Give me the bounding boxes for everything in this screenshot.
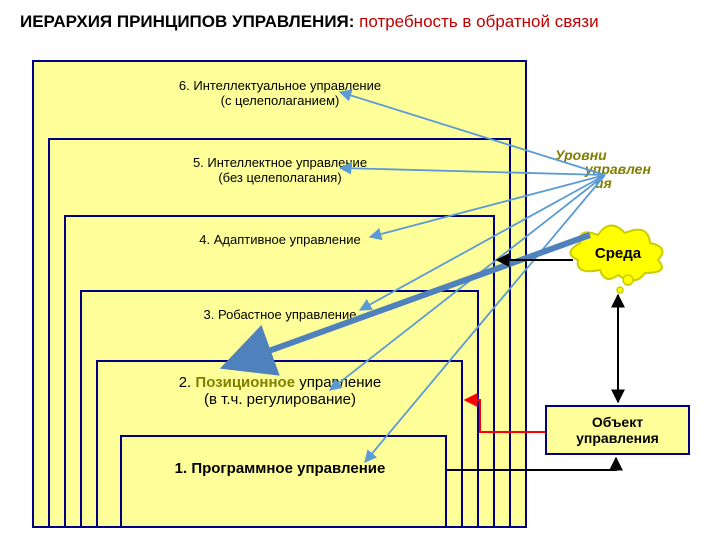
level-4-label: 4. Адаптивное управление <box>150 232 410 247</box>
object-a: Объект <box>592 414 643 430</box>
urovni-c: ия <box>595 175 612 191</box>
level-6-label: 6. Интеллектуальное управление(с целепол… <box>150 78 410 108</box>
title-bold: ИЕРАРХИЯ ПРИНЦИПОВ УПРАВЛЕНИЯ: <box>20 12 354 31</box>
sreda-cloud <box>570 225 662 293</box>
object-box: Объект управления <box>545 405 690 455</box>
level-2-label: 2. Позиционное управление(в т.ч. регулир… <box>150 374 410 408</box>
object-b: управления <box>576 430 659 446</box>
sreda-text: Среда <box>595 245 642 262</box>
level-3-label: 3. Робастное управление <box>150 307 410 322</box>
page-title: ИЕРАРХИЯ ПРИНЦИПОВ УПРАВЛЕНИЯ: потребнос… <box>20 12 599 32</box>
l2-highlight: Позиционное <box>195 374 295 391</box>
urovni-label: Уровни управлен ия <box>555 148 705 190</box>
title-red: потребность в обратной связи <box>359 12 598 31</box>
level-1-box <box>120 435 447 528</box>
level-5-label: 5. Интеллектное управление(без целеполаг… <box>150 155 410 185</box>
l2-prefix: 2. <box>179 374 196 391</box>
level-1-label: 1. Программное управление <box>150 460 410 477</box>
